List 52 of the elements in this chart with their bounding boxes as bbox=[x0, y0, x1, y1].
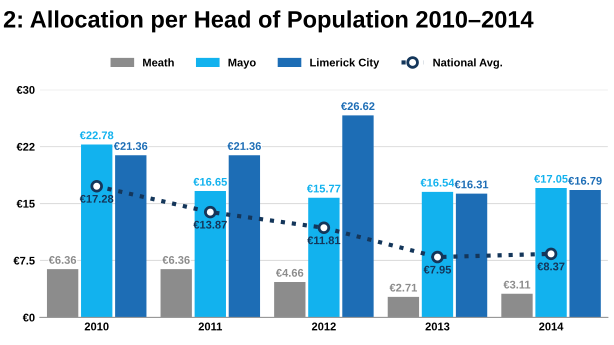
data-label: €3.11 bbox=[503, 280, 530, 289]
bar bbox=[115, 155, 146, 318]
bar bbox=[388, 296, 420, 318]
y-tick-label: €7.5 bbox=[13, 256, 35, 265]
data-label: €21.36 bbox=[227, 142, 261, 150]
bar bbox=[569, 190, 601, 318]
data-label: €21.36 bbox=[114, 142, 148, 150]
point bbox=[90, 180, 103, 192]
x-tick-label: 2010 bbox=[84, 322, 109, 330]
legend-label: National Avg. bbox=[433, 58, 502, 69]
data-label: €16.79 bbox=[568, 176, 602, 185]
legend-label: Limerick City bbox=[310, 58, 380, 69]
data-label: €6.36 bbox=[162, 256, 190, 264]
y-tick-label: €30 bbox=[16, 86, 35, 94]
bar bbox=[81, 144, 112, 318]
bar bbox=[501, 294, 533, 318]
bar bbox=[535, 188, 567, 318]
point bbox=[544, 248, 558, 260]
data-label: €16.31 bbox=[454, 180, 488, 188]
data-label: €4.66 bbox=[276, 268, 304, 277]
point bbox=[431, 250, 444, 264]
x-tick-label: 2012 bbox=[312, 322, 336, 330]
data-label: €26.62 bbox=[341, 102, 375, 110]
bar bbox=[422, 192, 454, 318]
bar bbox=[456, 194, 488, 318]
legend-label: Mayo bbox=[228, 58, 256, 69]
data-label: €15.77 bbox=[306, 184, 340, 192]
data-label: €7.95 bbox=[424, 266, 452, 274]
data-label: €8.37 bbox=[537, 262, 564, 270]
point bbox=[204, 206, 217, 218]
data-label: €17.05 bbox=[534, 174, 568, 183]
x-tick-label: 2014 bbox=[539, 322, 564, 330]
y-tick-label: €22 bbox=[16, 142, 35, 151]
bar bbox=[228, 155, 260, 318]
bar bbox=[274, 282, 306, 318]
data-label: €22.78 bbox=[80, 131, 114, 140]
data-label: €6.36 bbox=[48, 256, 76, 264]
bar bbox=[160, 269, 192, 318]
point bbox=[318, 222, 330, 234]
bar bbox=[308, 198, 340, 318]
legend-label: Meath bbox=[143, 58, 174, 66]
y-tick-label: €15 bbox=[16, 200, 35, 208]
data-label: €16.65 bbox=[193, 178, 227, 186]
data-label: €16.54 bbox=[420, 178, 454, 187]
data-label: €2.71 bbox=[390, 284, 417, 292]
bar bbox=[46, 269, 78, 318]
chart-title: 2: Allocation per Head of Population 2010–2014 bbox=[4, 10, 534, 32]
x-tick-label: 2013 bbox=[426, 322, 450, 330]
bar bbox=[342, 115, 374, 318]
bar bbox=[194, 191, 226, 318]
x-tick-label: 2011 bbox=[198, 322, 222, 330]
y-tick-label: €0 bbox=[22, 314, 35, 322]
